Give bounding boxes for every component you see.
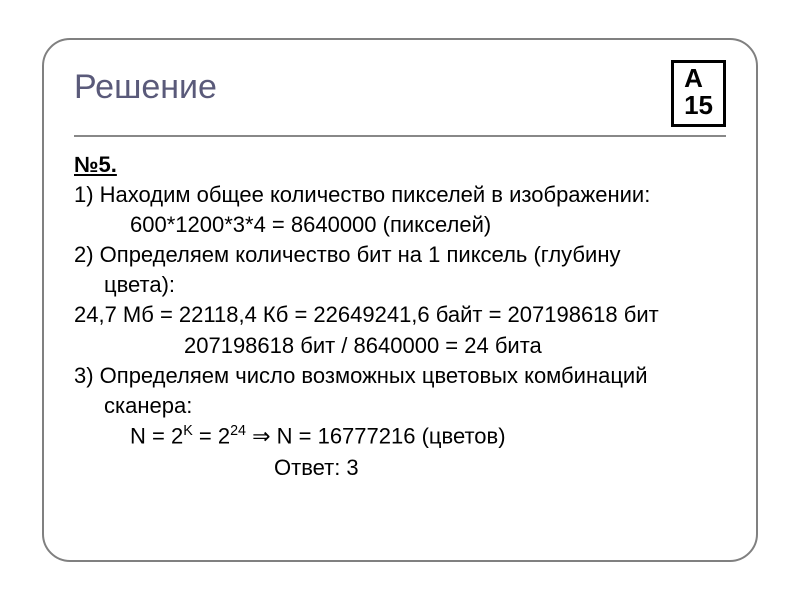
- step-2-calc-2: 207198618 бит / 8640000 = 24 бита: [74, 332, 726, 360]
- step-3-cont: сканера:: [74, 392, 726, 420]
- slide-frame: Решение А 15 №5. 1) Находим общее количе…: [42, 38, 758, 562]
- badge-line-2: 15: [684, 92, 713, 119]
- formula: N = 2K = 224 ⇒ N = 16777216 (цветов): [74, 422, 726, 450]
- task-badge: А 15: [671, 60, 726, 127]
- header-row: Решение А 15: [74, 62, 726, 127]
- step-2: 2) Определяем количество бит на 1 пиксел…: [74, 241, 726, 269]
- step-3: 3) Определяем число возможных цветовых к…: [74, 362, 726, 390]
- badge-line-1: А: [684, 65, 713, 92]
- solution-content: №5. 1) Находим общее количество пикселей…: [74, 151, 726, 483]
- step-2-calc-1: 24,7 Мб = 22118,4 Кб = 22649241,6 байт =…: [74, 301, 726, 329]
- formula-prefix: N = 2: [130, 423, 183, 448]
- slide-title: Решение: [74, 62, 217, 107]
- answer: Ответ: 3: [74, 454, 726, 482]
- step-1-calc: 600*1200*3*4 = 8640000 (пикселей): [74, 211, 726, 239]
- formula-exp2: 24: [230, 423, 246, 439]
- step-1: 1) Находим общее количество пикселей в и…: [74, 181, 726, 209]
- formula-exp1: K: [183, 423, 193, 439]
- title-divider: [74, 135, 726, 137]
- step-2-cont: цвета):: [74, 271, 726, 299]
- problem-number: №5.: [74, 151, 726, 179]
- formula-mid: = 2: [193, 423, 230, 448]
- formula-arrow: ⇒ N = 16777216 (цветов): [246, 423, 506, 448]
